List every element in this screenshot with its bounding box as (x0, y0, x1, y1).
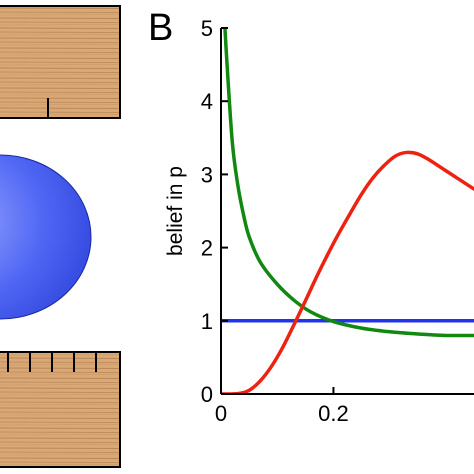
ticks: 0 1 2 3 4 5 0 0.2 (201, 16, 349, 426)
y-tick-label: 4 (201, 89, 213, 114)
series-group (220, 28, 474, 394)
y-tick-label: 2 (201, 236, 213, 261)
y-tick-label: 3 (201, 162, 213, 187)
wood-ruler-top (0, 5, 121, 119)
series-line-red (220, 150, 474, 394)
x-tick-label: 0.2 (318, 401, 349, 426)
left-panel (0, 5, 121, 468)
y-axis-label: belief in p (164, 166, 187, 256)
blue-ellipse (0, 154, 92, 320)
y-tick-label: 1 (201, 309, 213, 334)
x-tick-label: 0 (215, 401, 227, 426)
y-tick-label: 5 (201, 16, 213, 41)
series-line-green (223, 28, 474, 338)
panel-letter: B (148, 7, 173, 49)
wood-ruler-bottom (0, 351, 121, 468)
y-tick-label: 0 (201, 382, 213, 407)
axes (220, 28, 474, 395)
